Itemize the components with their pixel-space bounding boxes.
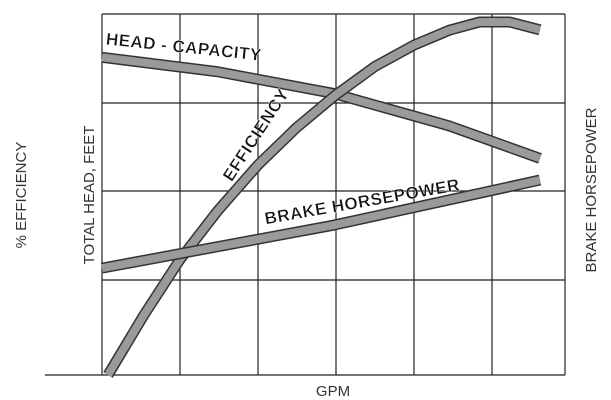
y-axis-label-outer: % EFFICIENCY (13, 142, 30, 249)
x-axis-label: GPM (316, 383, 350, 400)
curve (104, 17, 542, 378)
y-axis-label: TOTAL HEAD, FEET (81, 126, 98, 265)
curves (100, 16, 542, 378)
grid (45, 13, 566, 376)
curve (101, 176, 541, 273)
y2-axis-label: BRAKE HORSEPOWER (583, 107, 600, 272)
